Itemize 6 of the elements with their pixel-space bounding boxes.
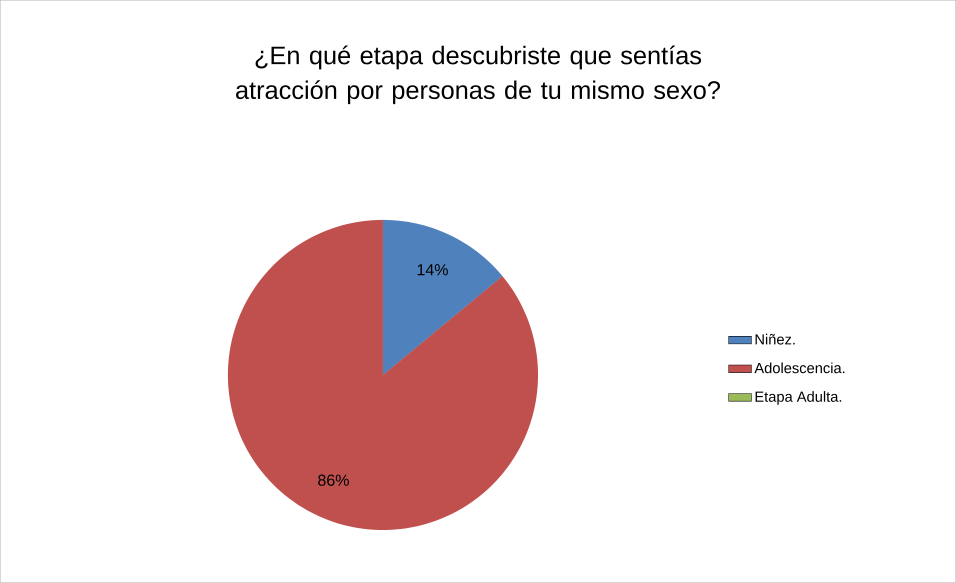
- data-label: 86%: [318, 474, 349, 486]
- data-label: 14%: [418, 264, 448, 276]
- legend-label: Niñez.: [756, 334, 795, 345]
- legend-label: Adolescencia.: [754, 362, 844, 374]
- legend-label: Etapa Adulta.: [756, 391, 842, 405]
- chart-title: ¿En qué etapa descubriste que sentías atracción por personas de tu mismo sexo?: [236, 46, 720, 104]
